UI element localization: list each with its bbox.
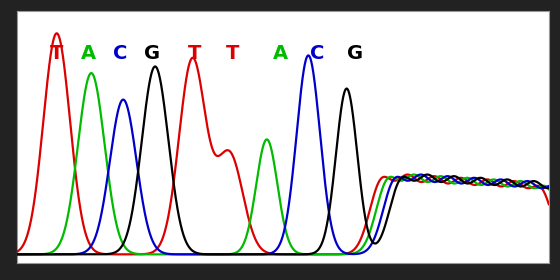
Text: C: C <box>310 44 325 63</box>
Text: C: C <box>113 44 128 63</box>
Text: G: G <box>347 44 363 63</box>
Text: G: G <box>144 44 161 63</box>
Text: A: A <box>273 44 288 63</box>
Text: T: T <box>226 44 239 63</box>
Text: T: T <box>50 44 63 63</box>
Text: T: T <box>188 44 202 63</box>
Text: A: A <box>81 44 96 63</box>
